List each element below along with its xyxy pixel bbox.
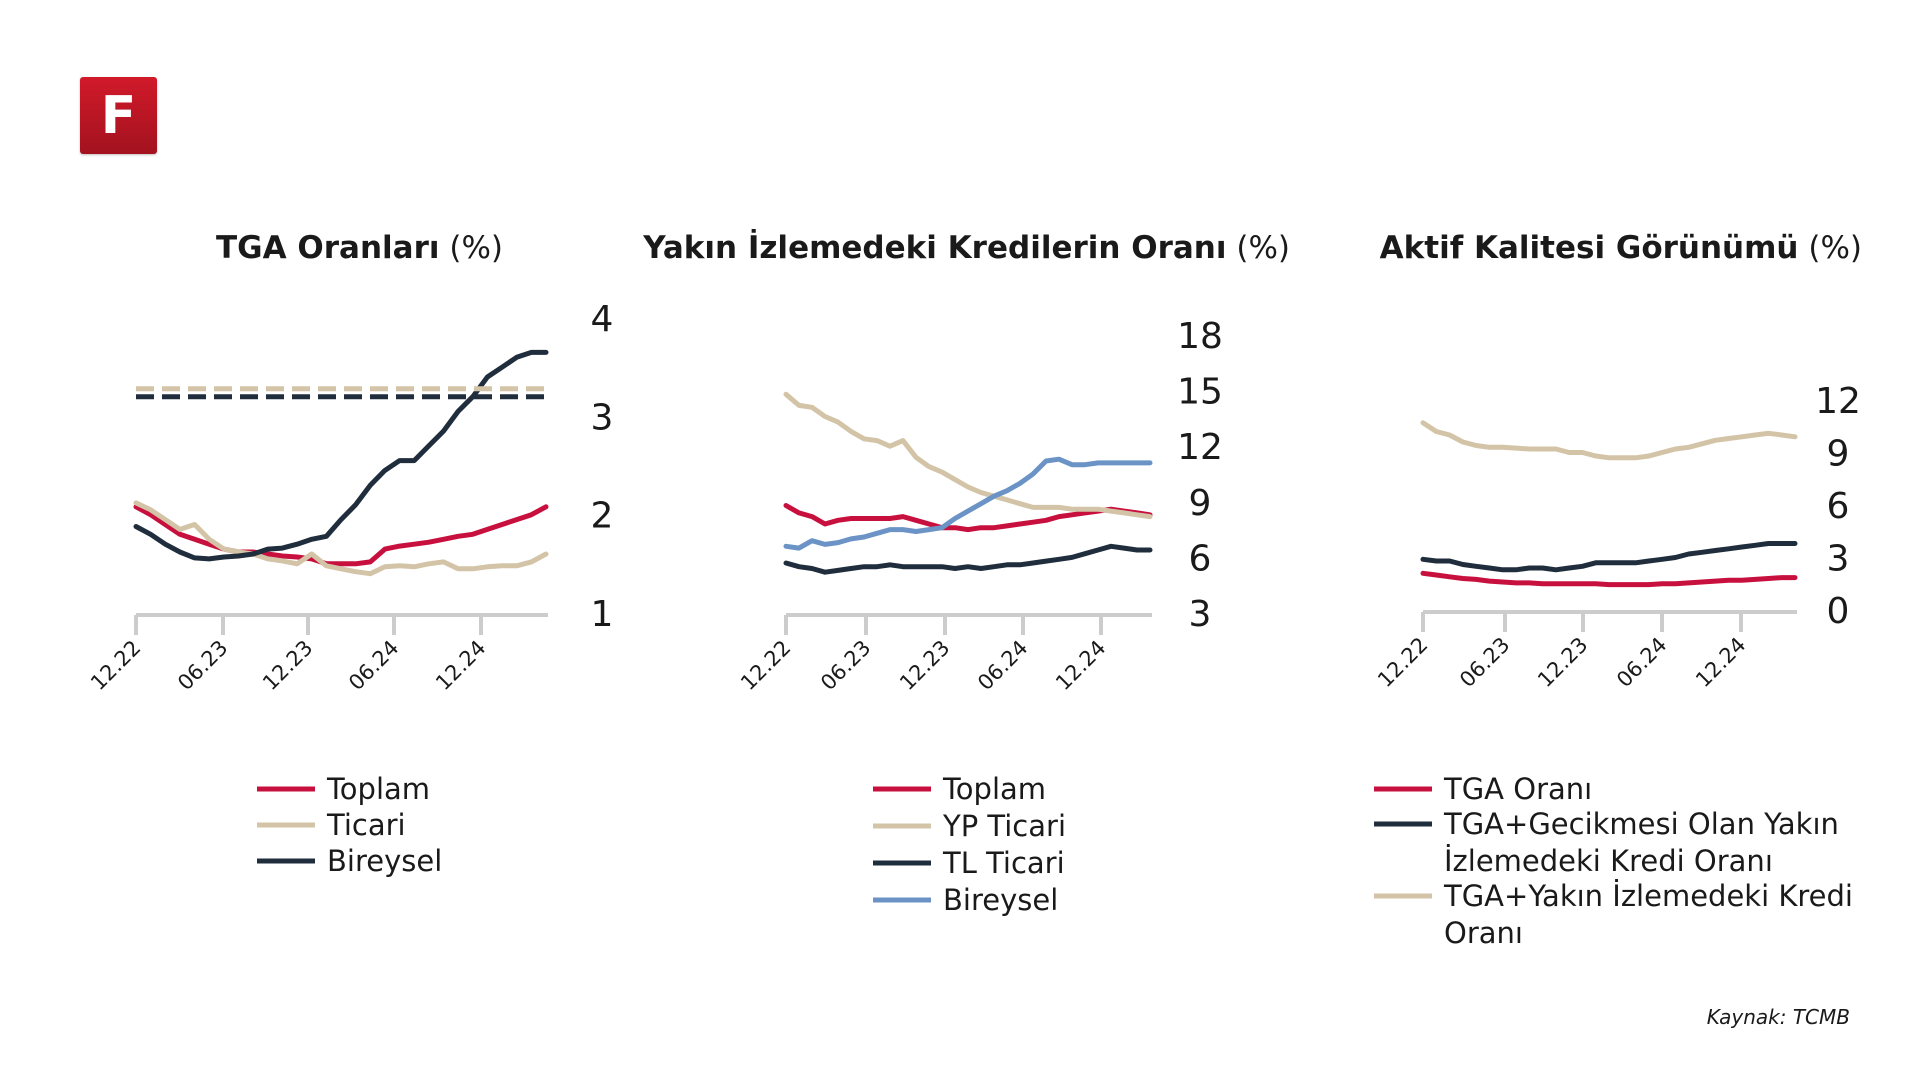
- legend-label: TGA+Gecikmesi Olan Yakın İzlemedeki Kredi…: [1443, 807, 1839, 878]
- legend-label: Toplam: [326, 772, 430, 806]
- y-tick-label: 3: [1827, 539, 1850, 580]
- y-tick-label: 6: [1189, 538, 1212, 579]
- y-tick-label: 15: [1177, 372, 1223, 413]
- y-tick-label: 3: [591, 397, 614, 438]
- y-tick-label: 12: [1815, 381, 1861, 422]
- x-tick-label: 12.24: [431, 636, 490, 695]
- x-tick-label: 06.24: [973, 636, 1032, 695]
- chart-title-main: Aktif Kalitesi Görünümü: [1380, 230, 1799, 266]
- y-tick-label: 1: [591, 594, 614, 635]
- series-line: [1420, 420, 1798, 461]
- x-tick-label: 06.23: [816, 636, 875, 695]
- legend-label: TL Ticari: [942, 846, 1065, 880]
- x-tick-label: 12.22: [736, 636, 795, 695]
- x-tick-label: 12.24: [1051, 636, 1110, 695]
- series-line: [133, 500, 549, 577]
- series-line: [783, 543, 1153, 575]
- series-line: [783, 456, 1153, 551]
- y-tick-label: 18: [1177, 316, 1223, 357]
- x-tick-label: 06.23: [1455, 633, 1514, 692]
- series-line: [1420, 541, 1798, 573]
- x-tick-label: 12.22: [1373, 633, 1432, 692]
- legend-label: Bireysel: [943, 883, 1058, 917]
- y-tick-label: 6: [1827, 486, 1850, 527]
- chart-title-unit: (%): [1799, 230, 1863, 266]
- y-tick-label: 3: [1189, 594, 1212, 635]
- brand-logo: F: [80, 77, 157, 154]
- x-tick-label: 12.22: [86, 636, 145, 695]
- x-tick-label: 06.24: [344, 636, 403, 695]
- legend-label: Bireysel: [327, 844, 442, 878]
- y-tick-label: 9: [1189, 483, 1212, 524]
- chart-title: Aktif Kalitesi Görünümü (%): [1380, 230, 1862, 266]
- source-note: Kaynak: TCMB: [1706, 1005, 1850, 1029]
- y-tick-label: 9: [1827, 434, 1850, 475]
- series-line: [783, 391, 1153, 520]
- legend-label: YP Ticari: [942, 809, 1066, 843]
- chart-title: Yakın İzlemedeki Kredilerin Oranı (%): [642, 230, 1290, 266]
- series-line: [133, 504, 549, 567]
- legend-label: TGA Oranı: [1443, 772, 1592, 806]
- chart-1: TGA Oranları (%) 1 2 3 4 12.22 06.23 12.23 06.24…: [86, 230, 613, 878]
- y-tick-label: 12: [1177, 427, 1223, 468]
- legend-label: Ticari: [326, 808, 406, 842]
- x-tick-label: 06.23: [173, 636, 232, 695]
- x-tick-label: 06.24: [1612, 633, 1671, 692]
- brand-logo-letter: F: [100, 85, 137, 146]
- x-tick-label: 12.23: [258, 636, 317, 695]
- chart-title: TGA Oranları (%): [216, 230, 503, 266]
- y-tick-label: 2: [591, 496, 614, 537]
- chart-title-main: TGA Oranları: [216, 230, 439, 266]
- series-line: [1420, 570, 1798, 588]
- y-tick-label: 0: [1827, 591, 1850, 632]
- x-tick-label: 12.23: [895, 636, 954, 695]
- y-tick-label: 4: [591, 299, 614, 340]
- x-tick-label: 12.24: [1691, 633, 1750, 692]
- chart-title-main: Yakın İzlemedeki Kredilerin Oranı: [642, 230, 1226, 266]
- chart-title-unit: (%): [1227, 230, 1291, 266]
- chart-title-unit: (%): [440, 230, 504, 266]
- chart-2: Yakın İzlemedeki Kredilerin Oranı (%) 3 6 9…: [642, 230, 1290, 917]
- series-line: [783, 503, 1153, 533]
- legend-label: TGA+Yakın İzlemedeki Kredi Oranı: [1443, 879, 1853, 950]
- chart-3: Aktif Kalitesi Görünümü (%) 0 3 6 9 12 12.22 06…: [1373, 230, 1862, 950]
- x-tick-label: 12.23: [1533, 633, 1592, 692]
- legend-label: Toplam: [942, 772, 1046, 806]
